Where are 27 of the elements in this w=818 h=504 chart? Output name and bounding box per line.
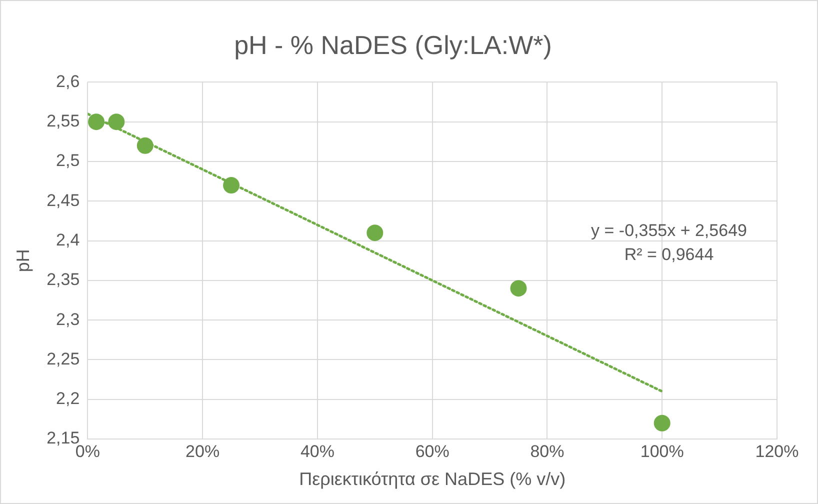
x-tick-label: 40% <box>300 442 334 461</box>
x-tick-label: 80% <box>530 442 564 461</box>
point <box>88 114 105 130</box>
point <box>366 224 384 242</box>
x-tick-label: 100% <box>640 442 684 461</box>
point <box>136 137 154 154</box>
chart-title: pH - % NaDES (Gly:LA:W*) <box>234 30 552 60</box>
point <box>654 414 670 432</box>
x-tick-label: 60% <box>415 442 450 461</box>
y-tick-label: 2,3 <box>56 310 80 329</box>
x-tick-label: 120% <box>755 442 799 461</box>
x-axis-title: Περιεκτικότητα σε NaDES (% v/v) <box>299 469 566 490</box>
y-tick-label: 2,6 <box>56 72 80 91</box>
y-tick-label: 2,35 <box>46 270 80 290</box>
annotation: y = -0,355x + 2,5649 <box>591 220 747 240</box>
y-tick-label: 2,5 <box>56 151 80 170</box>
point <box>223 177 240 194</box>
y-tick-label: 2,25 <box>46 349 80 368</box>
y-tick-label: 2,55 <box>46 112 80 131</box>
y-axis-title: pH <box>12 249 33 272</box>
y-tick-label: 2,2 <box>56 389 80 408</box>
point <box>108 114 125 130</box>
y-tick-label: 2,45 <box>46 190 80 210</box>
x-tick-label: 20% <box>186 442 220 461</box>
y-tick-label: 2,4 <box>56 230 80 250</box>
point <box>510 280 527 297</box>
annotation: R² = 0,9644 <box>624 244 714 264</box>
